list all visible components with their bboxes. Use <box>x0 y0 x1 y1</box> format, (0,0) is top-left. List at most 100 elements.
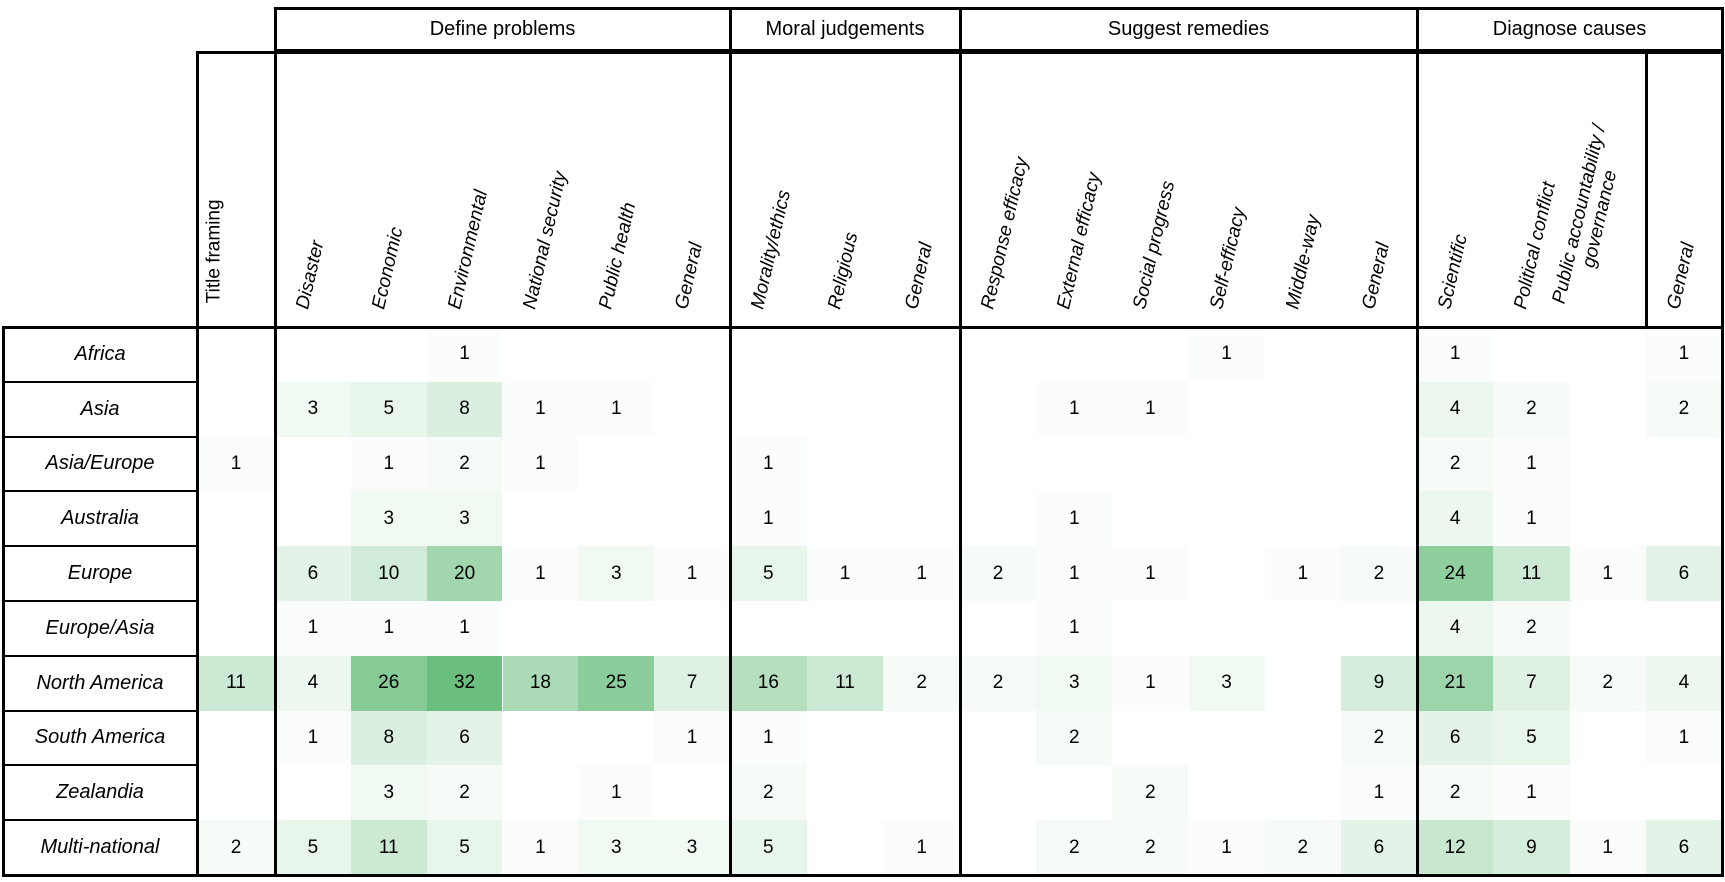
row-label-europe-asia: Europe/Asia <box>45 616 155 639</box>
heatmap-cell: 20 <box>426 546 503 601</box>
heatmap-cell: 5 <box>730 546 807 601</box>
heatmap-cell: 25 <box>578 655 655 711</box>
column-header-morality-ethics: Morality/ethics <box>730 52 807 327</box>
row-label-south-america: South America <box>34 726 166 749</box>
heatmap-cell: 1 <box>1188 327 1265 382</box>
column-header-label: Morality/ethics <box>747 187 796 311</box>
heatmap-cell: 1 <box>1417 327 1494 382</box>
heatmap-cell: 1 <box>1036 381 1113 437</box>
heatmap-cell: 1 <box>350 601 427 656</box>
heatmap-cell: 1 <box>1493 765 1570 821</box>
column-header-general: General <box>654 52 730 327</box>
column-header-general: General <box>1646 52 1722 327</box>
heatmap-cell: 5 <box>730 820 807 875</box>
heatmap-cell: 1 <box>806 546 884 601</box>
heatmap-cell: 3 <box>350 765 427 821</box>
group-header-diagnose-causes: Diagnose causes <box>1415 6 1724 52</box>
column-header-label: National security <box>519 169 572 311</box>
heatmap-cell: 1 <box>1645 327 1722 382</box>
row-label-asia-europe: Asia/Europe <box>45 452 155 475</box>
heatmap-cell: 2 <box>1340 546 1417 601</box>
define-moral-divider <box>728 52 732 875</box>
heatmap-cell: 3 <box>350 491 427 547</box>
row-label-north-america: North America <box>36 671 164 694</box>
heatmap-cell: 2 <box>883 655 960 711</box>
heatmap-cell: 1 <box>654 546 730 601</box>
heatmap-cell: 1 <box>1493 491 1570 547</box>
heatmap-cell: 3 <box>654 820 730 875</box>
heatmap-cell: 11 <box>1493 546 1570 601</box>
heatmap-cell: 5 <box>350 381 427 437</box>
heatmap-cell: 1 <box>730 710 807 766</box>
heatmap-cell: 1 <box>1645 710 1722 766</box>
heatmap-cell: 5 <box>426 820 503 875</box>
heatmap-cell: 4 <box>275 655 351 711</box>
heatmap-cell: 1 <box>578 381 655 437</box>
heatmap-cell: 4 <box>1417 381 1494 437</box>
group-header-label: Moral judgements <box>765 17 925 40</box>
heatmap-cell: 1 <box>1112 381 1189 437</box>
heatmap-cell: 9 <box>1493 820 1570 875</box>
heatmap-cell: 24 <box>1417 546 1494 601</box>
heatmap-cell: 2 <box>1036 820 1113 875</box>
heatmap-cell: 7 <box>1493 655 1570 711</box>
column-header-general: General <box>883 52 960 327</box>
column-header-label: Self-efficacy <box>1205 205 1250 311</box>
heatmap-cell: 1 <box>1112 546 1189 601</box>
heatmap-cell: 1 <box>502 381 579 437</box>
row-label-australia: Australia <box>61 507 139 530</box>
heatmap-cell: 12 <box>1417 820 1494 875</box>
heatmap-cell: 1 <box>275 601 351 656</box>
row-label-divider <box>195 52 199 875</box>
row-label-multi-national: Multi-national <box>40 836 160 859</box>
heatmap-cell: 4 <box>1417 601 1494 656</box>
heatmap-cell: 1 <box>1188 820 1265 875</box>
heatmap-cell: 1 <box>1569 546 1646 601</box>
group-header-label: Diagnose causes <box>1492 17 1647 40</box>
table-right-border <box>1720 52 1724 875</box>
heatmap-cell: 1 <box>883 820 960 875</box>
column-header-label: General <box>900 240 937 311</box>
heatmap-cell: 5 <box>1493 710 1570 766</box>
column-header-self-efficacy: Self-efficacy <box>1189 52 1265 327</box>
heatmap-cell: 1 <box>1569 820 1646 875</box>
column-header-social-progress: Social progress <box>1112 52 1188 327</box>
column-header-general: General <box>1341 52 1417 327</box>
column-header-response-efficacy: Response efficacy <box>960 52 1036 327</box>
heatmap-cell: 2 <box>1417 436 1494 492</box>
heatmap-cell: 11 <box>197 655 275 711</box>
column-header-disaster: Disaster <box>275 52 351 327</box>
column-header-public-accountability-governance: Public accountability / governance <box>1548 52 1646 327</box>
group-header-suggest-remedies: Suggest remedies <box>958 6 1419 52</box>
heatmap-cell: 1 <box>426 601 503 656</box>
heatmap-cell: 6 <box>426 710 503 766</box>
heatmap-cell: 1 <box>578 765 655 821</box>
heatmap-cell: 6 <box>1645 546 1722 601</box>
column-header-middle-way: Middle-way <box>1265 52 1341 327</box>
heatmap-cell: 1 <box>730 436 807 492</box>
header-bottom-border <box>1 325 1724 329</box>
row-separator <box>3 545 197 548</box>
heatmap-cell: 16 <box>730 655 807 711</box>
group-header-define-problems: Define problems <box>273 6 732 52</box>
column-header-label: General <box>1358 240 1394 311</box>
column-header-label: General <box>671 240 708 311</box>
column-header-scientific: Scientific <box>1417 52 1493 327</box>
heatmap-cell: 5 <box>275 820 351 875</box>
heatmap-cell: 4 <box>1417 491 1494 547</box>
heatmap-cell: 2 <box>426 436 503 492</box>
heatmap-cell: 3 <box>275 381 351 437</box>
column-header-economic: Economic <box>351 52 427 327</box>
heatmap-cell: 1 <box>1036 491 1113 547</box>
heatmap-cell: 21 <box>1417 655 1494 711</box>
group-header-label: Suggest remedies <box>1107 17 1270 40</box>
heatmap-cell: 3 <box>1188 655 1265 711</box>
heatmap-cell: 6 <box>1340 820 1417 875</box>
heatmap-cell: 2 <box>197 820 275 875</box>
heatmap-cell: 26 <box>350 655 427 711</box>
heatmap-cell: 1 <box>275 710 351 766</box>
heatmap-cell: 2 <box>426 765 503 821</box>
heatmap-cell: 1 <box>350 436 427 492</box>
heatmap-cell: 1 <box>1036 601 1113 656</box>
heatmap-cell: 11 <box>350 820 427 875</box>
